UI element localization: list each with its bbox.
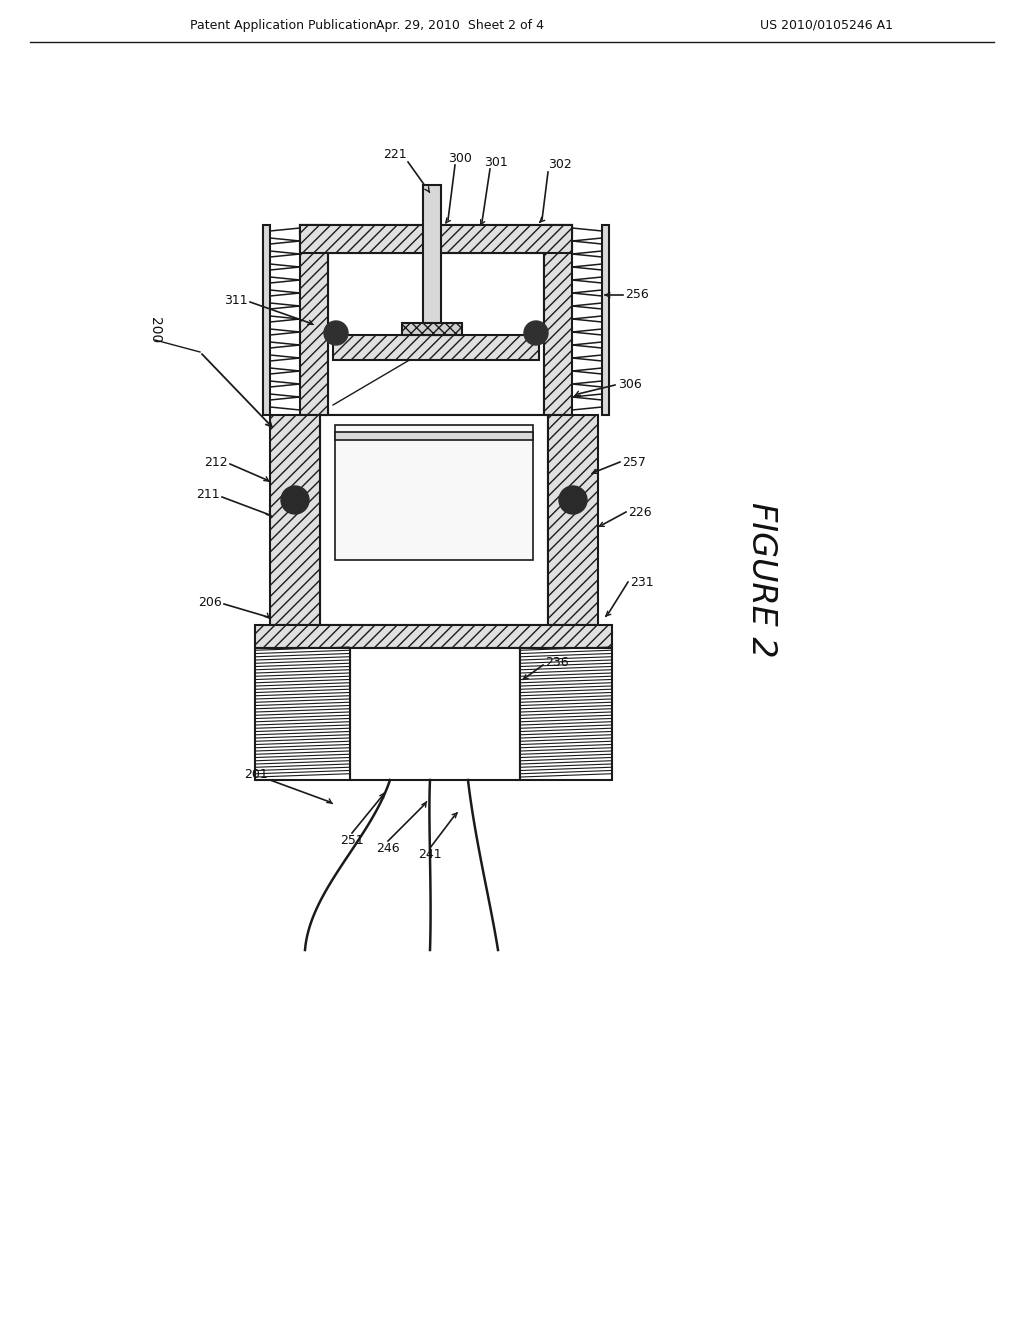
Circle shape (281, 486, 309, 513)
Bar (423, 185, 441, 335)
Bar (328, 253, 544, 414)
Bar (300, 224, 572, 253)
Text: 301: 301 (484, 156, 508, 169)
Bar (300, 224, 328, 414)
Text: Patent Application Publication: Patent Application Publication (190, 18, 377, 32)
Text: 221: 221 (383, 149, 407, 161)
Text: 311: 311 (224, 293, 248, 306)
Text: 241: 241 (418, 849, 441, 862)
Bar (350, 648, 520, 780)
Circle shape (559, 486, 587, 513)
Text: US 2010/0105246 A1: US 2010/0105246 A1 (760, 18, 893, 32)
Bar (300, 224, 572, 235)
Bar (255, 648, 350, 780)
Text: 200: 200 (148, 317, 162, 343)
Text: 302: 302 (548, 158, 571, 172)
Text: 306: 306 (618, 379, 642, 392)
Bar (402, 323, 462, 335)
Text: 212: 212 (205, 455, 228, 469)
Text: 231: 231 (630, 576, 653, 589)
Bar (520, 648, 612, 780)
Bar (335, 425, 534, 560)
Text: 226: 226 (628, 506, 651, 519)
Text: 300: 300 (449, 152, 472, 165)
Text: FIGURE 2: FIGURE 2 (745, 502, 778, 657)
Text: 201: 201 (245, 768, 268, 781)
Bar (255, 624, 612, 648)
Bar (270, 414, 319, 624)
Text: Apr. 29, 2010  Sheet 2 of 4: Apr. 29, 2010 Sheet 2 of 4 (376, 18, 544, 32)
Text: 236: 236 (545, 656, 568, 668)
Circle shape (524, 321, 548, 345)
Bar (335, 432, 534, 440)
Text: 251: 251 (340, 833, 364, 846)
Circle shape (324, 321, 348, 345)
Text: 256: 256 (625, 289, 649, 301)
Text: 206: 206 (199, 595, 222, 609)
Text: 257: 257 (622, 455, 646, 469)
Text: 211: 211 (197, 488, 220, 502)
Bar (544, 224, 572, 414)
Text: 246: 246 (376, 842, 399, 854)
Bar (333, 335, 539, 360)
Bar (263, 224, 270, 414)
Bar (319, 414, 548, 624)
Bar (602, 224, 609, 414)
Bar (548, 414, 598, 624)
